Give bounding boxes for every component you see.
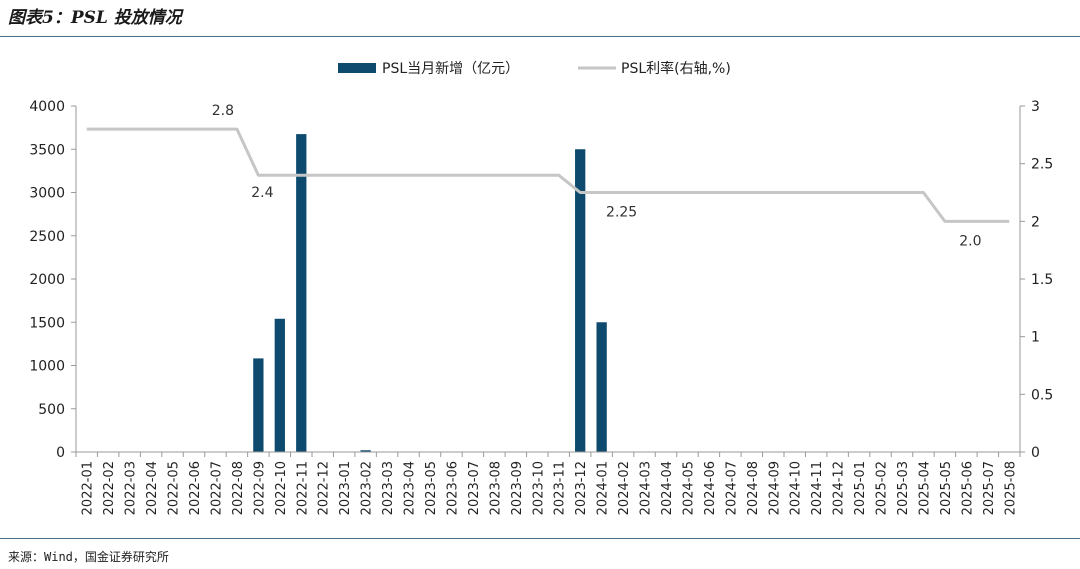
legend-bar-label: PSL当月新增（亿元）: [382, 61, 519, 77]
left-axis-tick-label: 1500: [29, 315, 65, 331]
x-axis-tick-label: 2022-08: [231, 461, 246, 515]
x-axis-tick-label: 2023-09: [510, 461, 525, 515]
rate-annotation: 2.8: [212, 103, 234, 119]
x-axis-tick-label: 2023-07: [467, 461, 482, 515]
x-axis-tick-label: 2024-03: [639, 461, 654, 515]
right-axis: 0 0.5 1 1.5 2 2.5 3: [1019, 99, 1053, 461]
x-axis-tick-label: 2022-11: [295, 461, 310, 515]
bar-2024-01: [596, 322, 607, 452]
line-series: [86, 127, 1010, 223]
x-axis-tick-label: 2024-07: [724, 461, 739, 515]
left-axis-tick-label: 3500: [29, 142, 65, 158]
x-axis-tick-label: 2022-02: [102, 461, 117, 515]
bottom-rule: [0, 538, 1080, 539]
x-axis-tick-label: 2023-06: [445, 461, 460, 515]
x-axis-tick-label: 2025-02: [875, 461, 890, 515]
x-axis-tick-label: 2025-03: [896, 461, 911, 515]
right-axis-tick-label: 0.5: [1031, 387, 1053, 403]
x-axis-tick-label: 2022-01: [81, 461, 96, 515]
bar-2022-10: [274, 318, 285, 452]
x-axis: 2022-01 2022-02 2022-03 2022-04 2022-05 2022-…: [75, 451, 1021, 515]
figure-title: 图表5：PSL 投放情况: [8, 8, 182, 28]
x-axis-tick-label: 2025-07: [982, 461, 997, 515]
x-axis-tick-label: 2024-05: [681, 461, 696, 515]
x-axis-tick-label: 2022-10: [274, 461, 289, 515]
legend-line-label: PSL利率(右轴,%): [621, 60, 731, 77]
x-axis-tick-label: 2024-01: [596, 461, 611, 515]
x-axis-tick-label: 2023-03: [381, 461, 396, 515]
legend-bar-swatch: [338, 63, 376, 73]
x-axis-tick-label: 2024-11: [810, 461, 825, 515]
x-axis-tick-label: 2025-06: [960, 461, 975, 515]
x-axis-tick-label: 2022-03: [124, 461, 139, 515]
rate-annotation: 2.0: [959, 233, 981, 249]
left-axis-tick-label: 3000: [29, 186, 65, 202]
left-axis-tick-label: 500: [38, 402, 65, 418]
x-axis-tick-label: 2023-04: [403, 461, 418, 515]
right-axis-tick-label: 2: [1031, 214, 1040, 230]
bar-2023-12: [575, 149, 586, 452]
x-axis-tick-label: 2024-02: [617, 461, 632, 515]
x-axis-tick-label: 2023-08: [488, 461, 503, 515]
rate-line: [86, 127, 1010, 223]
x-axis-tick-label: 2023-02: [360, 461, 375, 515]
bar-series: [253, 134, 607, 453]
top-rule: [0, 36, 1080, 37]
x-axis-tick-label: 2024-08: [746, 461, 761, 515]
x-axis-tick-label: 2022-05: [167, 461, 182, 515]
x-axis-tick-label: 2023-05: [424, 461, 439, 515]
rate-annotation: 2.25: [606, 205, 637, 221]
x-axis-tick-label: 2023-12: [574, 461, 589, 515]
x-axis-tick-label: 2025-05: [939, 461, 954, 515]
x-axis-tick-label: 2025-01: [853, 461, 868, 515]
x-axis-tick-label: 2023-01: [338, 461, 353, 515]
right-axis-tick-label: 3: [1031, 99, 1040, 115]
left-axis-tick-label: 4000: [29, 99, 65, 115]
annotations: 2.8 2.4 2.25 2.0: [212, 103, 982, 249]
rate-annotation: 2.4: [251, 185, 273, 201]
x-axis-tick-label: 2024-12: [832, 461, 847, 515]
x-axis-tick-label: 2022-09: [252, 461, 267, 515]
x-axis-tick-label: 2025-08: [1003, 461, 1018, 515]
left-axis-tick-label: 1000: [29, 359, 65, 375]
bar-2022-11: [296, 134, 307, 453]
bar-2023-02: [360, 450, 371, 452]
psl-chart: PSL当月新增（亿元） PSL利率(右轴,%) 0 500 1000 1500 2000 2…: [29, 60, 1053, 515]
left-axis-tick-label: 0: [56, 445, 65, 461]
right-axis-tick-label: 1: [1031, 330, 1040, 346]
legend: PSL当月新增（亿元） PSL利率(右轴,%): [338, 60, 731, 77]
left-axis: 0 500 1000 1500 2000 2500 3000 3500 4000: [29, 99, 77, 461]
right-axis-tick-label: 0: [1031, 445, 1040, 461]
x-axis-tick-label: 2023-11: [553, 461, 568, 515]
x-axis-tick-label: 2022-06: [188, 461, 203, 515]
x-axis-tick-label: 2022-07: [209, 461, 224, 515]
source-note: 来源：Wind，国金证券研究所: [8, 550, 169, 564]
x-axis-tick-label: 2024-06: [703, 461, 718, 515]
right-axis-tick-label: 1.5: [1031, 272, 1053, 288]
x-axis-tick-label: 2023-10: [531, 461, 546, 515]
x-axis-tick-label: 2024-10: [789, 461, 804, 515]
x-axis-tick-label: 2025-04: [917, 461, 932, 515]
left-axis-tick-label: 2500: [29, 229, 65, 245]
x-axis-tick-label: 2022-04: [145, 461, 160, 515]
x-axis-tick-label: 2022-12: [317, 461, 332, 515]
bar-2022-09: [253, 358, 264, 452]
right-axis-tick-label: 2.5: [1031, 157, 1053, 173]
left-axis-tick-label: 2000: [29, 272, 65, 288]
x-axis-tick-label: 2024-09: [767, 461, 782, 515]
x-axis-tick-label: 2024-04: [660, 461, 675, 515]
